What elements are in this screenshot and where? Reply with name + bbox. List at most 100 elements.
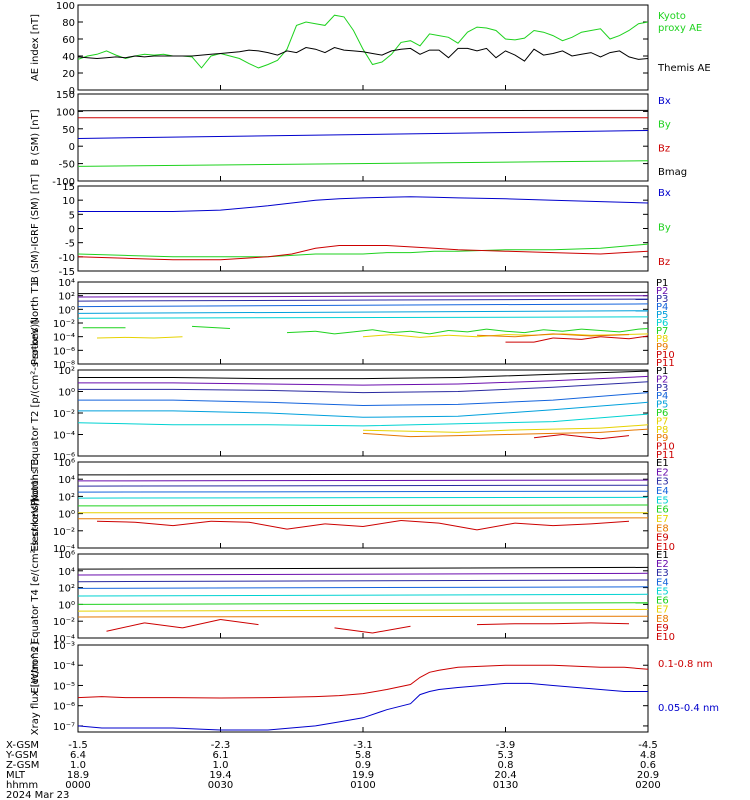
panel-2-series-bx [78, 130, 648, 139]
panel-5-legend-p9: P9 [656, 433, 668, 444]
panel-6-series-e9 [362, 520, 402, 527]
footer-row-label: Y-GSM [5, 750, 38, 761]
panel-2-legend-1: By [658, 120, 671, 131]
panel-7-series-e6 [78, 602, 648, 605]
panel-4-series-p7 [638, 328, 648, 330]
panel-6-series-e9 [400, 520, 440, 524]
panel-2-ytick-label: -50 [59, 160, 75, 171]
panel-5-series-p8 [362, 432, 411, 438]
panel-6-series-e3 [78, 484, 648, 487]
panel-7-series-e9 [106, 622, 145, 632]
panel-5-legend-p11: P11 [656, 450, 675, 461]
footer-date: 2024 Mar 23 [6, 790, 69, 800]
panel-5-series-p8 [457, 434, 506, 437]
footer-value: -3.1 [353, 740, 373, 751]
panel-5-legend-p1: P1 [656, 366, 668, 377]
panel-5-series-p5 [78, 401, 648, 418]
panel-1-series-themis-ae [78, 46, 648, 62]
panel-2-legend-0: Bx [658, 96, 671, 107]
panel-6-series-e1 [78, 473, 648, 476]
panel-4-series-p10 [552, 337, 582, 340]
panel-5-ytick-label: 10⁻⁶ [53, 452, 75, 463]
panel-5-series-p1 [78, 370, 648, 380]
panel-5-series-p8 [600, 428, 648, 433]
panel-4-series-p8 [419, 334, 449, 338]
panel-4-series-p7 [315, 330, 335, 335]
panel-4-series-p8 [153, 336, 183, 339]
panel-4-ytick-label: 10⁰ [58, 305, 75, 316]
panel-3-legend-0: Bx [658, 188, 671, 199]
footer-row-label: hhmm [6, 780, 38, 791]
panel-4-legend-p2: P2 [656, 286, 668, 297]
panel-1-ytick-label: 100 [56, 1, 75, 12]
panel-5-series-p10 [600, 435, 630, 440]
panel-8-ytick-label: 10⁻⁵ [53, 681, 75, 692]
panel-4-series-p10 [533, 337, 554, 343]
panel-5-series-p7 [505, 428, 554, 431]
panel-7-legend-e10: E10 [656, 632, 675, 643]
panel-5-legend-p7: P7 [656, 416, 668, 427]
panel-4-series-p7 [562, 328, 582, 332]
panel-6-legend-e7: E7 [656, 514, 669, 525]
panel-1-frame [77, 4, 649, 91]
panel-5-legend-p2: P2 [656, 374, 668, 385]
panel-4-series-p9 [476, 334, 516, 338]
panel-4-series-p8 [96, 336, 126, 339]
panel-7-series-e9 [334, 627, 373, 634]
panel-4-series-p7 [372, 329, 392, 334]
panel-5-ytick-label: 10⁻² [53, 409, 75, 420]
panel-3-series-bx [78, 196, 648, 212]
footer-value: 0000 [65, 780, 90, 791]
panel-6-legend-e9: E9 [656, 533, 669, 544]
panel-4-series-p7 [600, 330, 620, 333]
panel-7-series-e1 [78, 566, 648, 570]
panel-6-legend-e6: E6 [656, 505, 669, 516]
panel-3-ytick-label: 10 [62, 196, 75, 207]
panel-4-legend-p4: P4 [656, 302, 668, 313]
panel-4-series-p2 [78, 295, 648, 298]
panel-4-legend-p11: P11 [656, 358, 675, 369]
panel-7-ytick-label: 10⁻⁴ [53, 634, 75, 645]
footer-value: 5.3 [498, 750, 514, 761]
panel-6-series-e9 [514, 522, 554, 527]
panel-5-series-p10 [533, 434, 563, 439]
panel-7-legend-e9: E9 [656, 623, 669, 634]
panel-4-series-p7 [543, 329, 563, 332]
panel-4-series-p1 [78, 291, 648, 295]
panel-7-series-e9 [552, 622, 592, 625]
footer-value: 4.8 [640, 750, 656, 761]
footer-value: 1.0 [213, 760, 229, 771]
panel-3-ytick-label: 0 [69, 225, 75, 236]
footer-value: 0.6 [640, 760, 656, 771]
panel-1-legend-1: Themis AE [657, 63, 711, 74]
panel-4-ytick-label: 10² [58, 292, 75, 303]
panel-6-legend-e1: E1 [656, 458, 669, 469]
footer-value: -3.9 [496, 740, 516, 751]
panel-4-series-p6 [78, 316, 648, 319]
panel-7-series-e9 [182, 619, 221, 629]
panel-6-series-e2 [78, 479, 648, 482]
panel-1-ytick-label: 20 [62, 69, 75, 80]
footer-value: 19.9 [352, 770, 374, 781]
panel-2-legend-2: Bz [658, 143, 670, 154]
panel-6-series-e8 [78, 517, 648, 520]
panel-4-series-p9 [552, 333, 592, 337]
panel-7-ytick-label: 10⁶ [58, 550, 75, 561]
panel-7-legend-e2: E2 [656, 559, 669, 570]
footer-value: 0.8 [498, 760, 514, 771]
panel-5-ylabel: Protons Equator T2 [p/(cm²-s-sr-keV)] [30, 320, 41, 507]
panel-7-legend-e5: E5 [656, 586, 669, 597]
panel-7-legend-e4: E4 [656, 577, 669, 588]
panel-4-series-p8 [362, 334, 392, 338]
panel-2-ylabel: B (SM) [nT] [30, 109, 41, 165]
footer-row-label: MLT [6, 770, 26, 781]
panel-6-series-e9 [172, 520, 212, 527]
panel-4-series-p7 [353, 329, 373, 333]
panel-1-legend-kyoto: Kyoto [658, 11, 686, 22]
panel-6-series-e6 [78, 504, 648, 507]
panel-7-series-e7 [78, 608, 648, 612]
panel-8-legend-0: 0.1-0.8 nm [658, 659, 713, 670]
footer-value: 6.1 [213, 750, 229, 761]
panel-5-series-p8 [505, 432, 554, 435]
panel-7-legend-e7: E7 [656, 605, 669, 616]
